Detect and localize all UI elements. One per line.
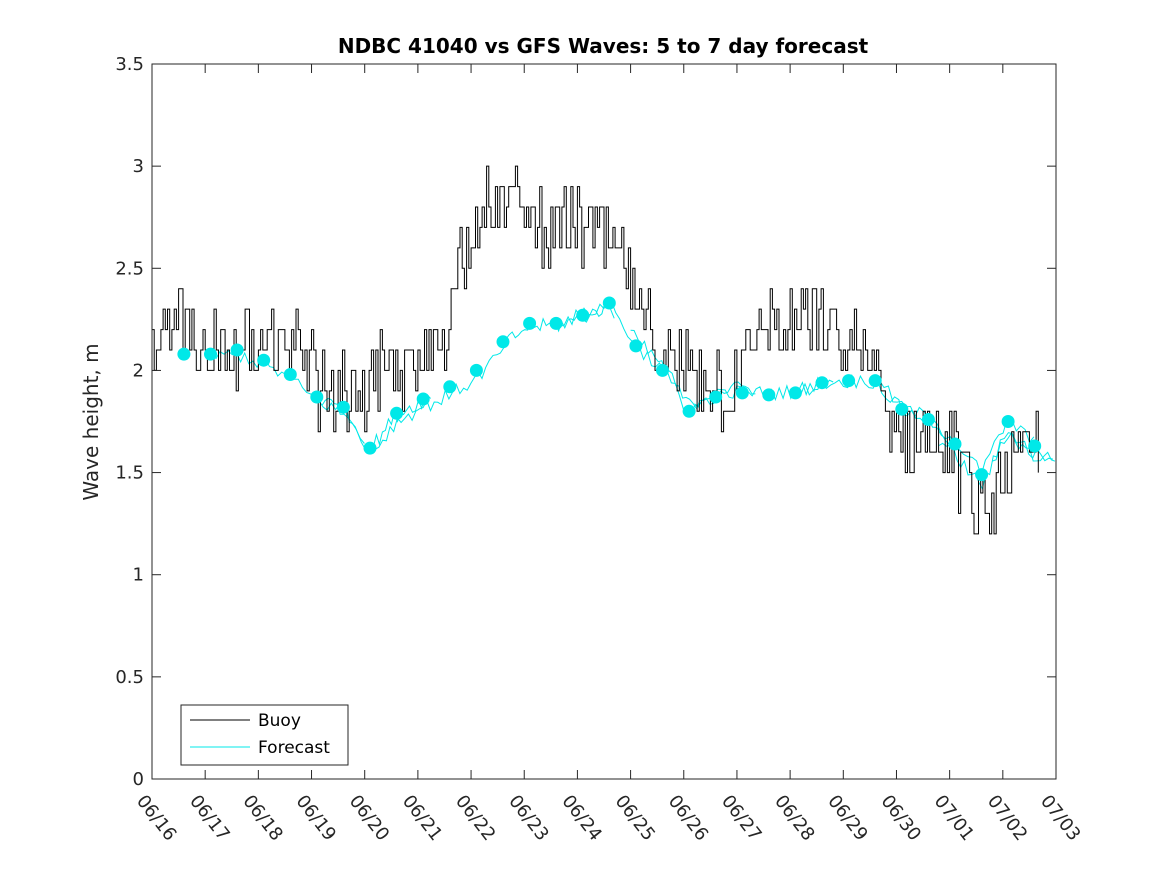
x-tick-label: 06/17 xyxy=(185,791,233,845)
legend: Buoy Forecast xyxy=(180,704,349,766)
plot-area xyxy=(152,64,1056,779)
y-tick-label: 2.5 xyxy=(115,258,144,279)
y-tick-label: 0.5 xyxy=(115,667,144,688)
forecast-point xyxy=(336,400,350,414)
forecast-point xyxy=(921,413,935,426)
forecast-point xyxy=(948,437,962,451)
buoy-line xyxy=(152,165,1039,535)
x-tick-label: 06/23 xyxy=(504,791,552,845)
forecast-point xyxy=(735,386,749,400)
x-tick-label: 07/01 xyxy=(930,791,978,845)
legend-buoy-label: Buoy xyxy=(258,711,301,731)
forecast-point xyxy=(629,339,643,353)
forecast-point xyxy=(204,347,217,361)
x-tick-label: 06/26 xyxy=(664,791,712,845)
forecast-point xyxy=(310,390,324,404)
forecast-point xyxy=(496,335,510,349)
forecast-point xyxy=(868,374,882,388)
forecast-point xyxy=(390,406,404,420)
y-tick-label: 0 xyxy=(133,769,144,790)
legend-forecast-label: Forecast xyxy=(258,738,330,758)
forecast-point xyxy=(842,374,856,388)
forecast-point xyxy=(975,468,989,482)
x-tick-label: 06/28 xyxy=(770,791,818,845)
forecast-point xyxy=(709,390,723,404)
forecast-point xyxy=(1001,415,1015,428)
y-tick-label: 2 xyxy=(133,360,144,381)
x-tick-label: 06/21 xyxy=(398,791,446,845)
forecast-point xyxy=(788,386,802,400)
forecast-point xyxy=(469,363,483,377)
x-tick-label: 06/25 xyxy=(611,791,659,845)
x-tick-label: 06/24 xyxy=(557,791,605,845)
x-tick-label: 06/20 xyxy=(345,791,393,845)
forecast-point xyxy=(656,363,669,377)
forecast-point xyxy=(549,316,563,330)
x-tick-label: 07/02 xyxy=(983,791,1031,845)
forecast-point xyxy=(602,296,616,310)
x-tick-label: 06/18 xyxy=(238,791,286,845)
x-tick-label: 06/29 xyxy=(823,791,871,845)
forecast-point xyxy=(576,308,590,322)
forecast-point xyxy=(363,441,377,455)
plot-background xyxy=(152,64,1056,779)
axes-box xyxy=(151,63,1057,780)
y-tick-label: 3.5 xyxy=(115,54,144,75)
y-tick-label: 1 xyxy=(133,565,144,586)
x-tick-label: 06/27 xyxy=(717,791,765,845)
forecast-point xyxy=(762,388,776,402)
forecast-point xyxy=(283,368,297,381)
forecast-points xyxy=(177,296,1042,482)
forecast-run-2 xyxy=(321,394,431,454)
legend-box xyxy=(180,704,349,766)
forecast-point xyxy=(1028,439,1042,453)
x-tick-label: 06/16 xyxy=(132,791,180,845)
forecast-point xyxy=(257,353,271,367)
forecast-point xyxy=(416,392,430,406)
forecast-point xyxy=(230,343,244,357)
buoy-series xyxy=(152,165,1039,535)
y-tick-label: 1.5 xyxy=(115,463,144,484)
x-tick-label: 06/30 xyxy=(877,791,925,845)
x-tick-label: 06/19 xyxy=(292,791,340,845)
y-axis-label: Wave height, m xyxy=(79,343,103,500)
forecast-point xyxy=(815,376,829,390)
chart-title: NDBC 41040 vs GFS Waves: 5 to 7 day fore… xyxy=(338,34,869,58)
forecast-point xyxy=(523,316,537,330)
forecast-point xyxy=(443,380,457,394)
forecast-point xyxy=(682,404,696,418)
forecast-point xyxy=(895,402,909,416)
x-tick-label: 07/03 xyxy=(1036,791,1084,845)
forecast-run-4 xyxy=(502,300,615,340)
x-tick-label: 06/22 xyxy=(451,791,499,845)
forecast-point xyxy=(177,347,191,361)
axes xyxy=(151,63,1057,780)
y-tick-label: 3 xyxy=(133,156,144,177)
y-axis-ticks: 0 0.5 1 1.5 2 2.5 3 3.5 xyxy=(115,54,1056,790)
